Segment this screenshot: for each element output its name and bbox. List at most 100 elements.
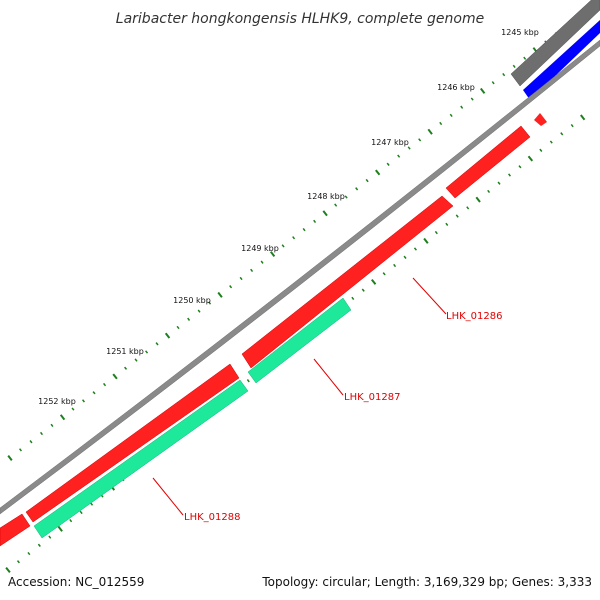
minor-tick xyxy=(466,206,470,210)
minor-tick xyxy=(518,165,522,169)
cds-LHK_01286 xyxy=(241,195,454,369)
feature-LHK_01287 xyxy=(247,297,352,384)
minor-tick xyxy=(560,132,564,136)
minor-tick xyxy=(48,535,52,539)
accession-text: Accession: NC_012559 xyxy=(8,575,144,589)
tick-label-1252: 1252 kbp xyxy=(38,397,76,406)
minor-tick xyxy=(570,123,574,128)
major-tick xyxy=(5,566,11,574)
major-tick xyxy=(423,237,429,244)
minor-tick xyxy=(523,56,527,60)
minor-tick xyxy=(50,423,54,428)
genome-backbone xyxy=(0,39,600,515)
minor-tick xyxy=(313,219,317,224)
minor-tick xyxy=(491,81,495,85)
minor-tick xyxy=(250,268,254,273)
minor-tick xyxy=(403,255,407,259)
gene-label-LHK_01286: LHK_01286 xyxy=(446,311,502,322)
outer-dot-ring xyxy=(7,6,591,461)
minor-tick xyxy=(361,288,365,292)
minor-tick xyxy=(239,276,243,281)
minor-tick xyxy=(455,214,459,218)
tick-label-1246: 1246 kbp xyxy=(437,83,475,92)
tick-label-1245: 1245 kbp xyxy=(501,28,539,37)
minor-tick xyxy=(502,72,506,77)
minor-tick xyxy=(407,146,411,150)
minor-tick xyxy=(79,510,83,515)
gene-label-leaders xyxy=(152,277,447,516)
major-tick xyxy=(475,196,481,203)
minor-tick xyxy=(16,560,20,564)
tick-label-1249: 1249 kbp xyxy=(241,244,279,253)
minor-tick xyxy=(418,138,422,142)
cds-small-arrow xyxy=(534,113,547,126)
minor-tick xyxy=(386,162,390,166)
minor-tick xyxy=(246,379,250,383)
minor-tick xyxy=(351,296,355,301)
minor-tick xyxy=(292,236,296,240)
major-tick xyxy=(527,155,534,162)
major-tick xyxy=(57,525,63,532)
tick-label-1250: 1250 kbp xyxy=(173,296,211,305)
minor-tick xyxy=(176,325,180,330)
minor-tick xyxy=(539,148,543,152)
minor-tick xyxy=(187,317,191,321)
cds-LHK_01288 xyxy=(25,363,240,523)
minor-tick xyxy=(19,448,22,452)
minor-tick xyxy=(334,203,338,207)
minor-tick xyxy=(134,358,138,362)
feature-LHK_01288-green xyxy=(33,379,249,539)
cds-LHK_01286-upper xyxy=(445,125,531,199)
leader-LHK_01286 xyxy=(412,277,447,315)
minor-tick xyxy=(434,230,438,235)
minor-tick xyxy=(155,342,159,346)
minor-tick xyxy=(92,391,96,395)
minor-tick xyxy=(69,518,73,523)
minor-tick xyxy=(103,382,107,387)
major-tick xyxy=(164,332,171,339)
minor-tick xyxy=(449,113,453,118)
minor-tick xyxy=(229,285,233,289)
minor-tick xyxy=(37,543,41,547)
gene-label-LHK_01288: LHK_01288 xyxy=(184,512,240,523)
minor-tick xyxy=(124,366,128,370)
minor-tick xyxy=(355,187,359,191)
map-title: Laribacter hongkongensis HLHK9, complete… xyxy=(116,11,484,27)
leader-LHK_01287 xyxy=(313,358,344,396)
minor-tick xyxy=(39,431,44,436)
minor-tick xyxy=(90,502,94,506)
leader-LHK_01288 xyxy=(152,477,184,516)
gc-content-band xyxy=(510,0,600,87)
topology-text: Topology: circular; Length: 3,169,329 bp… xyxy=(261,575,592,589)
minor-tick xyxy=(460,105,464,109)
minor-tick xyxy=(508,173,511,177)
major-tick xyxy=(427,128,433,135)
major-tick xyxy=(7,455,13,461)
tick-label-1248: 1248 kbp xyxy=(307,192,345,201)
minor-tick xyxy=(497,181,501,185)
major-tick xyxy=(580,114,586,121)
major-tick xyxy=(375,169,381,176)
minor-tick xyxy=(470,97,474,101)
blue-feature-band xyxy=(523,20,600,100)
kbp-tick-labels: 1245 kbp 1246 kbp 1247 kbp 1248 kbp 1249… xyxy=(38,28,539,406)
minor-tick xyxy=(81,399,86,403)
major-tick xyxy=(59,414,66,421)
minor-tick xyxy=(281,244,285,248)
minor-tick xyxy=(439,121,443,126)
minor-tick xyxy=(397,154,401,158)
major-tick xyxy=(371,278,377,285)
major-tick xyxy=(270,251,276,258)
minor-tick xyxy=(487,189,491,194)
gene-label-LHK_01287: LHK_01287 xyxy=(344,392,400,403)
minor-tick xyxy=(344,195,348,199)
minor-tick xyxy=(29,440,33,444)
minor-tick xyxy=(208,301,212,305)
minor-tick xyxy=(413,247,417,251)
major-tick xyxy=(217,291,223,298)
tick-label-1247: 1247 kbp xyxy=(371,138,409,147)
major-tick xyxy=(112,373,118,380)
minor-tick xyxy=(512,64,516,69)
minor-tick xyxy=(393,263,397,268)
